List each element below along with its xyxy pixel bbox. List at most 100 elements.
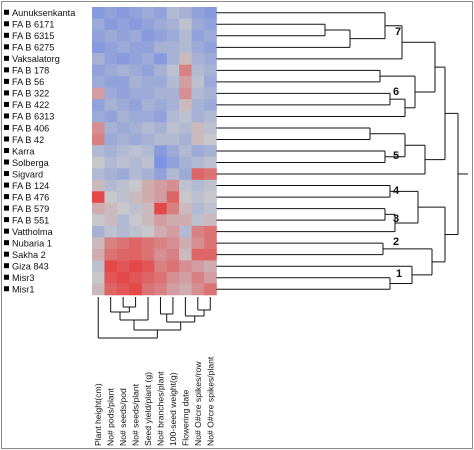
heatmap-cell	[154, 179, 167, 192]
heatmap-cell	[92, 41, 105, 54]
trait-label: Seed yield/plant (g)	[143, 372, 153, 446]
heatmap-cell	[179, 214, 192, 227]
heatmap-cell	[141, 145, 155, 158]
heatmap-cell	[141, 18, 155, 31]
heatmap-cell	[179, 271, 192, 284]
heatmap-cell	[104, 168, 118, 181]
label-bullet	[4, 136, 9, 142]
heatmap-cell	[179, 30, 192, 42]
heatmap-cell	[104, 87, 118, 100]
heatmap-cell	[129, 99, 143, 111]
genotype-label: Solberga	[12, 158, 50, 168]
heatmap-cell	[129, 283, 143, 296]
heatmap-cell	[92, 260, 105, 273]
heatmap-cell	[191, 202, 205, 215]
heatmap-cell	[154, 225, 167, 238]
heatmap-cell	[191, 53, 205, 65]
genotype-label: FA B 42	[12, 135, 44, 145]
heatmap-cell	[179, 122, 192, 135]
heatmap-cell	[104, 191, 118, 204]
heatmap-cell	[116, 260, 130, 273]
trait-label: No# branches/plant	[155, 371, 165, 446]
label-bullet	[4, 286, 9, 292]
heatmap-cell	[104, 64, 118, 77]
heatmap-cell	[92, 248, 105, 261]
heatmap-cell	[204, 133, 217, 146]
trait-label: No# pods/plant	[106, 388, 116, 446]
heatmap-cell	[166, 7, 180, 19]
genotype-label: FA B 579	[12, 204, 49, 214]
genotype-label: Nubaria 1	[12, 238, 52, 248]
heatmap-cell	[191, 145, 205, 158]
heatmap-cell	[179, 191, 192, 204]
row-dendrogram	[216, 12, 468, 290]
heatmap-cell	[129, 179, 143, 192]
heatmap-cell	[104, 179, 118, 192]
genotype-label: Misr1	[12, 285, 34, 295]
heatmap-cell	[191, 64, 205, 77]
heatmap-cell	[191, 76, 205, 88]
label-bullet	[4, 240, 9, 246]
heatmap-cell	[116, 64, 130, 77]
label-bullet	[4, 159, 9, 165]
heatmap-cell	[179, 133, 192, 146]
label-bullet	[4, 9, 9, 15]
genotype-label: FA B 322	[12, 89, 49, 99]
heatmap-cell	[129, 145, 143, 158]
heatmap-cell	[204, 179, 217, 192]
genotype-label: FA B 124	[12, 181, 49, 191]
label-bullet	[4, 182, 9, 188]
label-bullet	[4, 90, 9, 96]
heatmap-cell	[204, 168, 217, 181]
heatmap-cell	[179, 237, 192, 250]
heatmap-cell	[104, 145, 118, 158]
heatmap-cell	[141, 260, 155, 273]
heatmap-cell	[129, 168, 143, 181]
genotype-label: Sigvard	[12, 169, 43, 179]
trait-label: No# O#cre spikes/row	[193, 361, 203, 446]
heatmap-cell	[179, 145, 192, 158]
heatmap-cell	[191, 248, 205, 261]
heatmap-cell	[141, 64, 155, 77]
heatmap-cell	[166, 168, 180, 181]
heatmap-cell	[92, 53, 105, 65]
heatmap-cell	[104, 271, 118, 284]
heatmap-cell	[92, 156, 105, 169]
label-bullet	[4, 171, 9, 177]
heatmap-cell	[191, 225, 205, 238]
heatmap-cell	[116, 191, 130, 204]
heatmap-cell	[154, 191, 167, 204]
heatmap-cell	[191, 179, 205, 192]
heatmap-cell	[92, 168, 105, 181]
heatmap-cell	[154, 260, 167, 273]
heatmap-cell	[204, 271, 217, 284]
heatmap-cell	[204, 64, 217, 77]
heatmap-cell	[129, 122, 143, 135]
trait-label: No# seeds/plant	[131, 383, 141, 446]
heatmap-cell	[166, 225, 180, 238]
heatmap-cell	[116, 133, 130, 146]
genotype-label: Misr3	[12, 273, 34, 283]
cluster-number: 6	[393, 86, 399, 98]
heatmap-cell	[104, 53, 118, 65]
heatmap-cell	[141, 30, 155, 42]
heatmap-cell	[116, 7, 130, 19]
heatmap-cell	[116, 30, 130, 42]
heatmap-cell	[204, 7, 217, 19]
heatmap-cell	[191, 30, 205, 42]
heatmap-cell	[141, 225, 155, 238]
heatmap-cell	[129, 237, 143, 250]
genotype-label: Vaksalatorg	[12, 54, 60, 64]
heatmap-cell	[191, 260, 205, 273]
heatmap-cell	[191, 122, 205, 135]
heatmap-cell	[154, 283, 167, 296]
heatmap-cell	[129, 133, 143, 146]
heatmap-cell	[166, 145, 180, 158]
heatmap-cell	[154, 237, 167, 250]
heatmap-cell	[129, 64, 143, 77]
genotype-label: FA B 178	[12, 66, 49, 76]
heatmap-cell	[204, 237, 217, 250]
heatmap-cell	[166, 53, 180, 65]
